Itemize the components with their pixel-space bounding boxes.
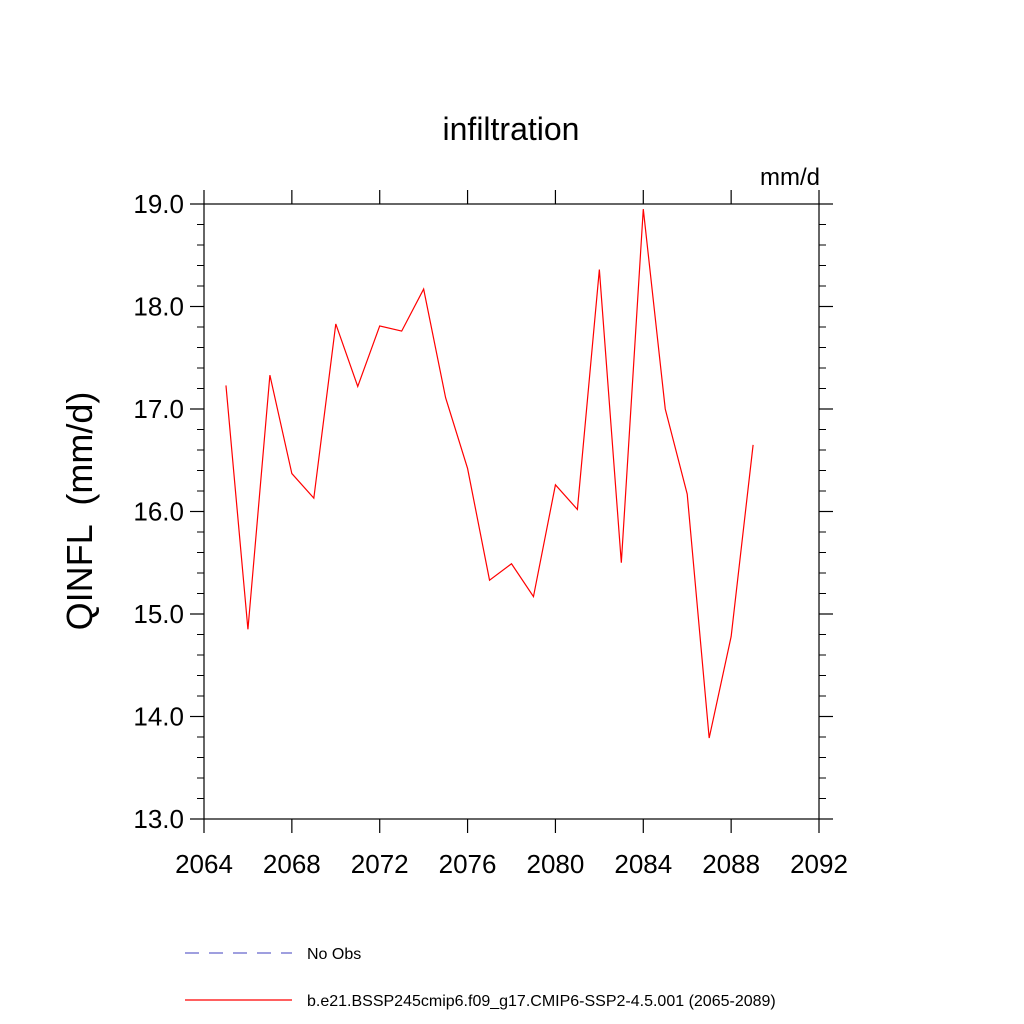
plot-frame bbox=[203, 203, 820, 820]
y-tick-label: 16.0 bbox=[133, 497, 184, 527]
y-tick-label: 18.0 bbox=[133, 292, 184, 322]
x-tick-label: 2072 bbox=[351, 849, 409, 879]
x-tick-label: 2068 bbox=[263, 849, 321, 879]
y-tick-label: 19.0 bbox=[133, 189, 184, 219]
y-tick-label: 15.0 bbox=[133, 599, 184, 629]
series-layer bbox=[225, 209, 754, 739]
series-line bbox=[225, 209, 754, 739]
x-tick-label: 2092 bbox=[790, 849, 848, 879]
units-label: mm/d bbox=[760, 164, 820, 191]
axis-ticks: 2064 2068 2072 2076 2080 2084 2088 2092 13.0 14.0… bbox=[133, 189, 848, 879]
y-tick-label: 17.0 bbox=[133, 394, 184, 424]
legend: No Obs b.e21.BSSP245cmip6.f09_g17.CMIP6-S… bbox=[185, 946, 776, 1010]
x-tick-label: 2064 bbox=[175, 849, 233, 879]
y-tick-label: 13.0 bbox=[133, 804, 184, 834]
legend-label: No Obs bbox=[307, 946, 361, 963]
x-tick-label: 2076 bbox=[439, 849, 497, 879]
legend-label: b.e21.BSSP245cmip6.f09_g17.CMIP6-SSP2-4.… bbox=[307, 993, 776, 1010]
chart-title: infiltration bbox=[443, 111, 580, 147]
x-tick-label: 2080 bbox=[527, 849, 585, 879]
y-axis-label: QINFL (mm/d) bbox=[59, 392, 100, 631]
x-tick-label: 2088 bbox=[702, 849, 760, 879]
y-tick-label: 14.0 bbox=[133, 702, 184, 732]
x-tick-label: 2084 bbox=[614, 849, 672, 879]
